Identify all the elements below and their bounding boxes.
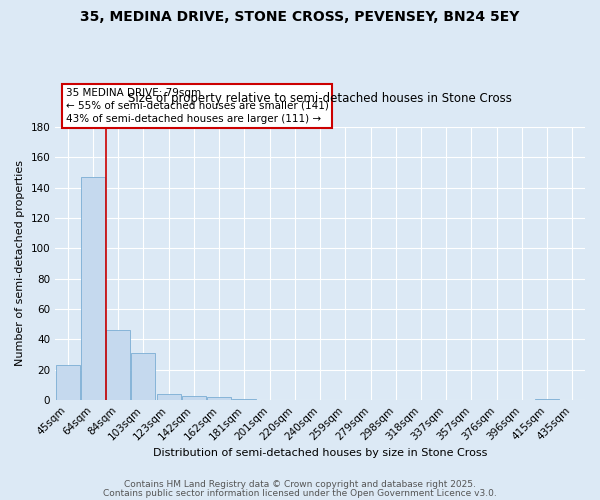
- Bar: [535, 398, 559, 400]
- Bar: [182, 396, 206, 400]
- Bar: [207, 397, 231, 400]
- Bar: [56, 366, 80, 400]
- Text: 35, MEDINA DRIVE, STONE CROSS, PEVENSEY, BN24 5EY: 35, MEDINA DRIVE, STONE CROSS, PEVENSEY,…: [80, 10, 520, 24]
- X-axis label: Distribution of semi-detached houses by size in Stone Cross: Distribution of semi-detached houses by …: [153, 448, 487, 458]
- Bar: [157, 394, 181, 400]
- Title: Size of property relative to semi-detached houses in Stone Cross: Size of property relative to semi-detach…: [128, 92, 512, 104]
- Bar: [81, 177, 105, 400]
- Bar: [232, 398, 256, 400]
- Bar: [131, 353, 155, 400]
- Text: Contains HM Land Registry data © Crown copyright and database right 2025.: Contains HM Land Registry data © Crown c…: [124, 480, 476, 489]
- Text: 35 MEDINA DRIVE: 79sqm
← 55% of semi-detached houses are smaller (141)
43% of se: 35 MEDINA DRIVE: 79sqm ← 55% of semi-det…: [66, 88, 329, 124]
- Y-axis label: Number of semi-detached properties: Number of semi-detached properties: [15, 160, 25, 366]
- Text: Contains public sector information licensed under the Open Government Licence v3: Contains public sector information licen…: [103, 489, 497, 498]
- Bar: [106, 330, 130, 400]
